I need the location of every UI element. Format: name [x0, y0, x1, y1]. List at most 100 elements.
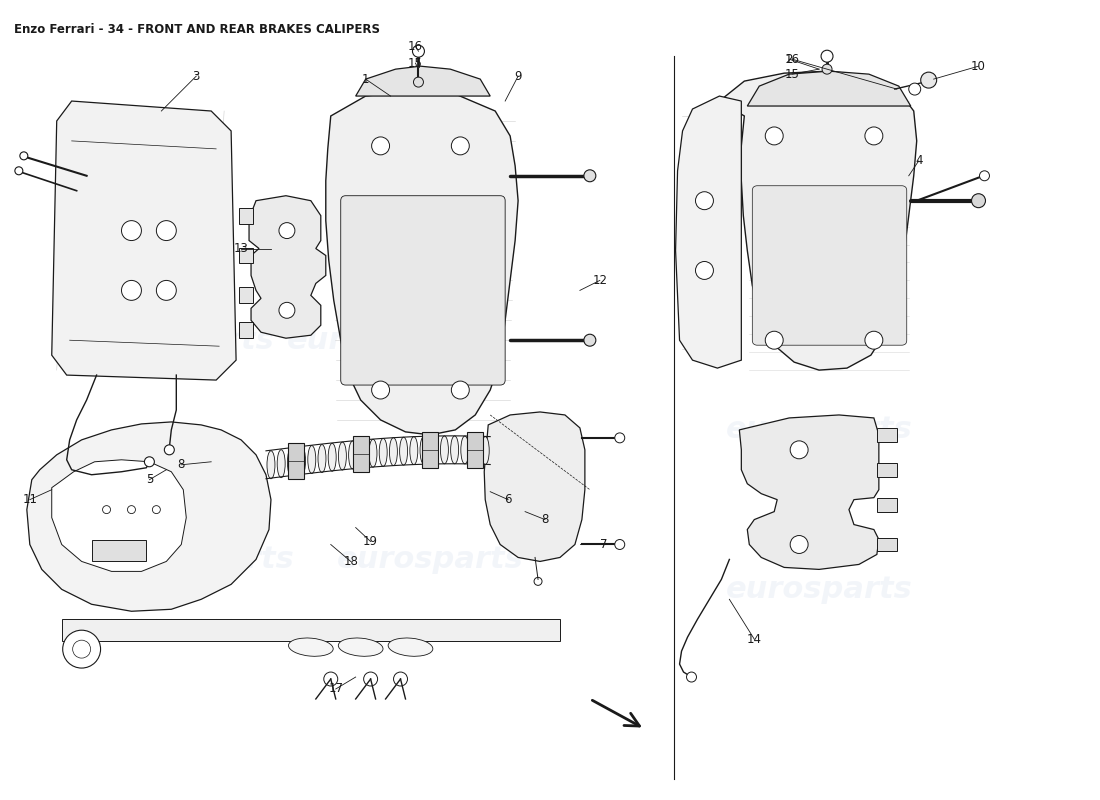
Circle shape [156, 281, 176, 300]
Ellipse shape [410, 437, 418, 465]
Ellipse shape [388, 638, 432, 656]
Ellipse shape [368, 439, 377, 467]
Text: eurosparts: eurosparts [88, 326, 275, 354]
Polygon shape [719, 71, 916, 370]
Ellipse shape [287, 448, 296, 476]
Bar [62, 619, 560, 641]
Circle shape [20, 152, 28, 160]
Polygon shape [52, 101, 236, 380]
Ellipse shape [430, 436, 438, 464]
Ellipse shape [440, 436, 449, 464]
Circle shape [15, 167, 23, 174]
Ellipse shape [389, 438, 397, 466]
Circle shape [414, 77, 424, 87]
Text: eurosparts: eurosparts [726, 575, 912, 604]
Text: 8: 8 [541, 513, 549, 526]
Circle shape [695, 192, 714, 210]
Text: eurosparts: eurosparts [726, 415, 912, 444]
Circle shape [790, 441, 808, 458]
Bar [422, 432, 439, 468]
Ellipse shape [471, 436, 478, 464]
Ellipse shape [339, 638, 383, 656]
Text: eurosparts: eurosparts [287, 326, 474, 354]
Circle shape [279, 302, 295, 318]
Polygon shape [239, 287, 253, 303]
Text: 15: 15 [408, 57, 422, 70]
Polygon shape [326, 91, 518, 435]
Polygon shape [26, 422, 271, 611]
Polygon shape [877, 462, 896, 477]
Text: 8: 8 [177, 458, 185, 471]
Ellipse shape [399, 438, 408, 465]
Circle shape [695, 262, 714, 279]
Text: 19: 19 [363, 535, 378, 548]
Bar [91, 539, 146, 562]
Text: 16: 16 [784, 53, 800, 66]
Circle shape [822, 64, 832, 74]
Polygon shape [877, 428, 896, 442]
Text: 2: 2 [785, 53, 793, 66]
Circle shape [766, 127, 783, 145]
Polygon shape [355, 66, 491, 96]
Ellipse shape [288, 638, 333, 656]
Circle shape [451, 137, 470, 155]
Ellipse shape [277, 450, 285, 478]
Circle shape [372, 381, 389, 399]
Circle shape [979, 170, 990, 181]
Ellipse shape [308, 446, 316, 474]
Polygon shape [484, 412, 585, 562]
Circle shape [790, 535, 808, 554]
Polygon shape [52, 460, 186, 571]
Text: 14: 14 [747, 633, 762, 646]
Text: 5: 5 [145, 474, 153, 486]
Text: 6: 6 [505, 493, 512, 506]
Ellipse shape [420, 436, 428, 464]
Ellipse shape [461, 436, 469, 464]
Ellipse shape [339, 442, 346, 470]
Circle shape [412, 46, 425, 57]
Ellipse shape [379, 438, 387, 466]
Ellipse shape [298, 447, 306, 475]
Circle shape [153, 506, 161, 514]
Circle shape [686, 672, 696, 682]
Text: eurosparts: eurosparts [337, 545, 524, 574]
FancyBboxPatch shape [752, 186, 906, 345]
Circle shape [121, 221, 142, 241]
Text: 12: 12 [592, 274, 607, 287]
Ellipse shape [359, 440, 366, 468]
Text: 11: 11 [22, 493, 37, 506]
Ellipse shape [451, 436, 459, 464]
Text: 13: 13 [233, 242, 249, 255]
Circle shape [865, 331, 883, 349]
Text: Enzo Ferrari - 34 - FRONT AND REAR BRAKES CALIPERS: Enzo Ferrari - 34 - FRONT AND REAR BRAKE… [14, 23, 379, 36]
Circle shape [164, 445, 174, 455]
Circle shape [865, 127, 883, 145]
Circle shape [144, 457, 154, 466]
Circle shape [394, 672, 407, 686]
Ellipse shape [63, 630, 100, 668]
Polygon shape [239, 322, 253, 338]
Circle shape [584, 334, 596, 346]
Circle shape [121, 281, 142, 300]
Text: eurosparts: eurosparts [108, 545, 295, 574]
Polygon shape [675, 96, 741, 368]
Ellipse shape [318, 445, 326, 473]
Ellipse shape [349, 441, 356, 469]
Ellipse shape [481, 437, 490, 465]
Circle shape [128, 506, 135, 514]
Polygon shape [877, 538, 896, 551]
Circle shape [921, 72, 937, 88]
Circle shape [451, 381, 470, 399]
Polygon shape [239, 247, 253, 263]
Ellipse shape [73, 640, 90, 658]
Polygon shape [239, 208, 253, 224]
Circle shape [971, 194, 986, 208]
Circle shape [584, 170, 596, 182]
Circle shape [279, 222, 295, 238]
Circle shape [372, 137, 389, 155]
Bar [468, 432, 483, 468]
Text: 15: 15 [784, 68, 800, 81]
Bar [353, 436, 369, 472]
Polygon shape [747, 71, 911, 106]
Text: 10: 10 [971, 60, 986, 73]
